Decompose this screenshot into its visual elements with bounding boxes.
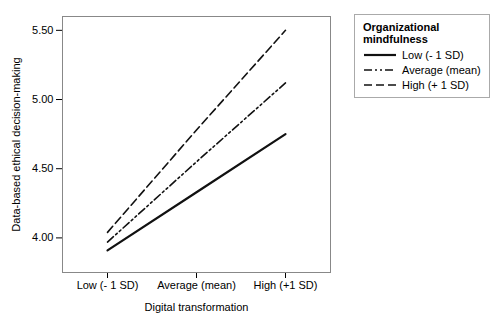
svg-text:5.00: 5.00 — [32, 93, 53, 105]
html-text:Average (mean): Average (mean) — [402, 64, 481, 76]
svg-text:4.50: 4.50 — [32, 162, 53, 174]
svg-text:Data-based ethical decision-ma: Data-based ethical decision-making — [10, 57, 22, 231]
svg-text:Digital transformation: Digital transformation — [145, 301, 249, 313]
html-text:High (+ 1 SD): High (+ 1 SD) — [402, 79, 469, 91]
svg-text:Average (mean): Average (mean) — [157, 279, 236, 291]
html-text:Low (- 1 SD): Low (- 1 SD) — [402, 49, 464, 61]
svg-text:Low (- 1 SD): Low (- 1 SD) — [77, 279, 139, 291]
html-text:Organizational mindfulness: Organizational mindfulness — [363, 21, 440, 45]
svg-text:High (+1 SD): High (+1 SD) — [254, 279, 318, 291]
svg-text:5.50: 5.50 — [32, 24, 53, 36]
svg-text:4.00: 4.00 — [32, 231, 53, 243]
